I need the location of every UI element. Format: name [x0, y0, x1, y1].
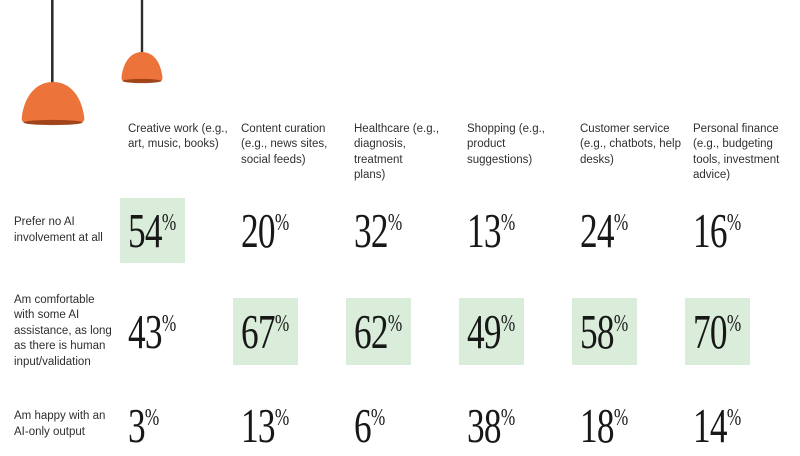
lamp-rim [23, 119, 83, 126]
value-box: 24% [572, 198, 637, 263]
column-header-customer-service: Customer service (e.g., chatbots, help d… [580, 123, 682, 166]
pendant-lamp-icon-large [19, 0, 87, 133]
value-box: 58% [572, 298, 637, 365]
table-cell: 58% [572, 298, 693, 365]
table-cell: 16% [693, 198, 800, 263]
lamp-shade [21, 82, 85, 125]
lamp-cord [51, 0, 54, 85]
value-box: 38% [459, 392, 524, 456]
value-box: 16% [685, 198, 750, 263]
value-box: 3% [120, 392, 185, 456]
table-cell: 14% [693, 392, 800, 456]
table-cell: 13% [467, 198, 580, 263]
row-label-no-ai: Prefer no AI involvement at all [14, 215, 103, 244]
table-cell: 38% [467, 392, 580, 456]
percent-sign: % [726, 404, 742, 431]
row-label-some-ai: Am comfortable with some AI assistance, … [14, 293, 112, 368]
lamp-shade [121, 52, 163, 83]
table-cell: 13% [241, 392, 354, 456]
percent-sign: % [370, 404, 386, 431]
percent-sign: % [161, 311, 177, 337]
percent-sign: % [726, 210, 742, 236]
percent-value: 43% [128, 304, 177, 359]
percent-value: 13% [467, 203, 516, 258]
percent-value: 58% [580, 304, 629, 359]
value-box: 20% [233, 198, 298, 263]
column-header-personal-finance: Personal finance (e.g., budgeting tools,… [693, 123, 780, 181]
percent-sign: % [500, 404, 516, 431]
value-box: 67% [233, 298, 298, 365]
table-cell: 18% [580, 392, 693, 456]
percent-value: 18% [580, 397, 629, 453]
pendant-lamp-icon [21, 0, 85, 126]
table-cell: 67% [233, 298, 354, 365]
percent-value: 14% [693, 397, 742, 453]
percent-value: 24% [580, 203, 629, 258]
value-box: 49% [459, 298, 524, 365]
value-box: 6% [346, 392, 411, 456]
ai-comfort-table: Creative work (e.g., art, music, books) … [14, 0, 800, 456]
table-cell: 62% [346, 298, 467, 365]
table-cell: 3% [128, 392, 241, 456]
value-box: 70% [685, 298, 750, 365]
percent-value: 16% [693, 203, 742, 258]
percent-sign: % [613, 311, 629, 337]
pendant-lamp-icon-small [119, 0, 165, 93]
percent-sign: % [274, 311, 290, 337]
lamp-rim [122, 78, 162, 84]
percent-value: 6% [354, 397, 386, 453]
table-cell: 20% [241, 198, 354, 263]
percent-sign: % [161, 210, 177, 236]
table-cell: 70% [685, 298, 800, 365]
percent-value: 32% [354, 203, 403, 258]
percent-sign: % [274, 404, 290, 431]
column-header-content-curation: Content curation (e.g., news sites, soci… [241, 123, 328, 166]
percent-sign: % [613, 404, 629, 431]
table-cell: 24% [580, 198, 693, 263]
percent-value: 62% [354, 304, 403, 359]
table-cell: 43% [128, 298, 241, 365]
percent-sign: % [500, 311, 516, 337]
percent-value: 20% [241, 203, 290, 258]
pendant-lamp-icon [121, 0, 163, 84]
percent-value: 67% [241, 304, 290, 359]
column-header-creative-work: Creative work (e.g., art, music, books) [128, 123, 228, 151]
value-box: 43% [120, 298, 185, 365]
percent-sign: % [274, 210, 290, 236]
percent-value: 38% [467, 397, 516, 453]
value-box: 54% [120, 198, 185, 263]
percent-sign: % [387, 210, 403, 236]
row-label-ai-only: Am happy with an AI-only output [14, 410, 106, 438]
value-box: 13% [459, 198, 524, 263]
value-box: 62% [346, 298, 411, 365]
table-cell: 49% [459, 298, 580, 365]
table-cell: 6% [354, 392, 467, 456]
value-box: 18% [572, 392, 637, 456]
percent-value: 13% [241, 397, 290, 453]
value-box: 13% [233, 392, 298, 456]
value-box: 14% [685, 392, 750, 456]
table-cell: 32% [354, 198, 467, 263]
percent-value: 54% [128, 203, 177, 258]
percent-value: 70% [693, 304, 742, 359]
column-header-healthcare: Healthcare (e.g., diagnosis, treatment p… [354, 123, 440, 181]
percent-sign: % [500, 210, 516, 236]
percent-value: 3% [128, 397, 160, 453]
percent-sign: % [726, 311, 742, 337]
column-header-shopping: Shopping (e.g., product suggestions) [467, 123, 546, 166]
percent-sign: % [387, 311, 403, 337]
percent-value: 49% [467, 304, 516, 359]
value-box: 32% [346, 198, 411, 263]
table-cell: 54% [120, 198, 241, 263]
percent-sign: % [144, 404, 160, 431]
lamp-cord [140, 0, 144, 55]
percent-sign: % [613, 210, 629, 236]
